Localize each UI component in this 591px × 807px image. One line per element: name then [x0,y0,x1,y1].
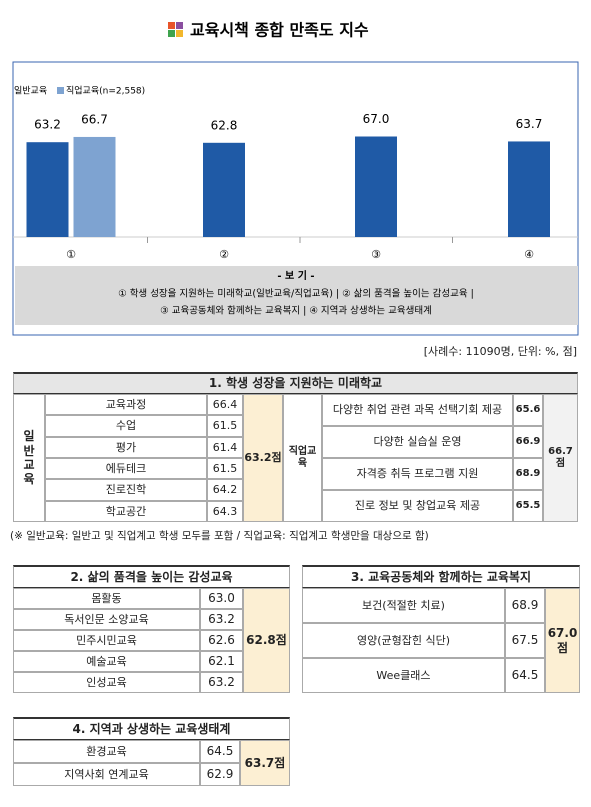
row-value: 64.3 [207,500,243,522]
total: 66.7점 [543,394,578,522]
value-label: 62.8 [211,118,238,132]
row-label: 학교공간 [45,500,207,522]
total: 63.7점 [240,740,290,786]
row-value: 64.5 [505,658,545,693]
row-label: 교육과정 [45,394,207,416]
legend-box [15,266,578,325]
row-label: 진로 정보 및 창업교육 제공 [322,490,513,522]
x-tick-label: ① [66,248,76,261]
icon [168,30,175,37]
table-header: 1. 학생 성장을 지원하는 미래학교 [13,372,578,394]
row-label: 민주시민교육 [13,630,200,651]
row-label: 평가 [45,436,207,458]
row-label: 다양한 취업 관련 과목 선택기회 제공 [322,394,513,426]
value-label: 66.7 [81,112,108,126]
bar [26,142,69,237]
chart-frame [12,61,579,336]
legend-label: 일반교육 [14,86,47,97]
row-value: 67.5 [505,623,545,658]
row-value: 63.2 [200,672,243,693]
row-label: 독서인문 소양교육 [13,609,200,630]
total: 62.8점 [243,588,290,693]
row-value: 61.4 [207,436,243,458]
total: 67.0점 [545,588,580,693]
bar [203,142,245,237]
legend-line: ① 학생 성장을 지원하는 미래학교(일반교육/직업교육) | ② 삶의 품격을… [118,288,474,300]
row-label: 수업 [45,415,207,437]
row-value: 63.0 [200,588,243,609]
legend-title: - 보 기 - [277,269,314,282]
table-header: 4. 지역과 상생하는 교육생태계 [13,717,290,740]
row-value: 65.6 [513,394,543,426]
bar [508,141,550,237]
row-label: 몸활동 [13,588,200,609]
group-label: 일반교육 [13,394,45,522]
chart: 교육시책 종합 만족도 지수 - 보 기 - ① 학생 성장을 지원하는 미래학… [12,21,579,336]
row-value: 63.2 [200,609,243,630]
bar [355,136,397,237]
row-label: 진로진학 [45,479,207,501]
row-value: 68.9 [505,588,545,623]
row-value: 64.2 [207,479,243,501]
row-value: 62.9 [200,763,240,786]
x-tick-label: ③ [371,248,381,261]
table-header: 2. 삶의 품격을 높이는 감성교육 [13,565,290,588]
row-value: 61.5 [207,415,243,437]
x-tick-label: ② [219,248,229,261]
total: 63.2점 [243,394,283,522]
row-label: 환경교육 [13,740,200,763]
icon [168,22,175,29]
row-value: 62.1 [200,651,243,672]
row-value: 61.5 [207,458,243,480]
row-value: 66.4 [207,394,243,416]
row-label: 지역사회 연계교육 [13,763,200,786]
row-label: 다양한 실습실 운영 [322,426,513,458]
row-label: 인성교육 [13,672,200,693]
row-label: 에듀테크 [45,458,207,480]
icon [176,22,183,29]
row-value: 68.9 [513,458,543,490]
row-value: 62.6 [200,630,243,651]
footnote: (※ 일반교육: 일반고 및 직업계고 학생 모두를 포함 / 직업교육: 직업… [10,530,429,542]
row-label: Wee클래스 [302,658,505,693]
legend-line: ③ 교육공동체와 함께하는 교육복지 | ④ 지역과 상생하는 교육생태계 [160,305,432,317]
row-value: 64.5 [200,740,240,763]
value-label: 67.0 [363,112,390,126]
title: 교육시책 종합 만족도 지수 [190,21,369,40]
row-value: 66.9 [513,426,543,458]
value-label: 63.7 [516,117,543,131]
x-tick-label: ④ [524,248,534,261]
table-header: 3. 교육공동체와 함께하는 교육복지 [302,565,580,588]
legend-swatch [57,87,64,94]
row-label: 예술교육 [13,651,200,672]
note: [사례수: 11090명, 단위: %, 점] [423,345,577,358]
row-label: 영양(균형잡힌 식단) [302,623,505,658]
row-label: 자격증 취득 프로그램 지원 [322,458,513,490]
row-value: 65.5 [513,490,543,522]
legend-label: 직업교육(n=2,558) [66,86,145,97]
icon [176,30,183,37]
row-label: 보건(적절한 치료) [302,588,505,623]
bar [73,136,116,237]
value-label: 63.2 [34,118,61,132]
group-label: 직업교육 [283,394,322,522]
